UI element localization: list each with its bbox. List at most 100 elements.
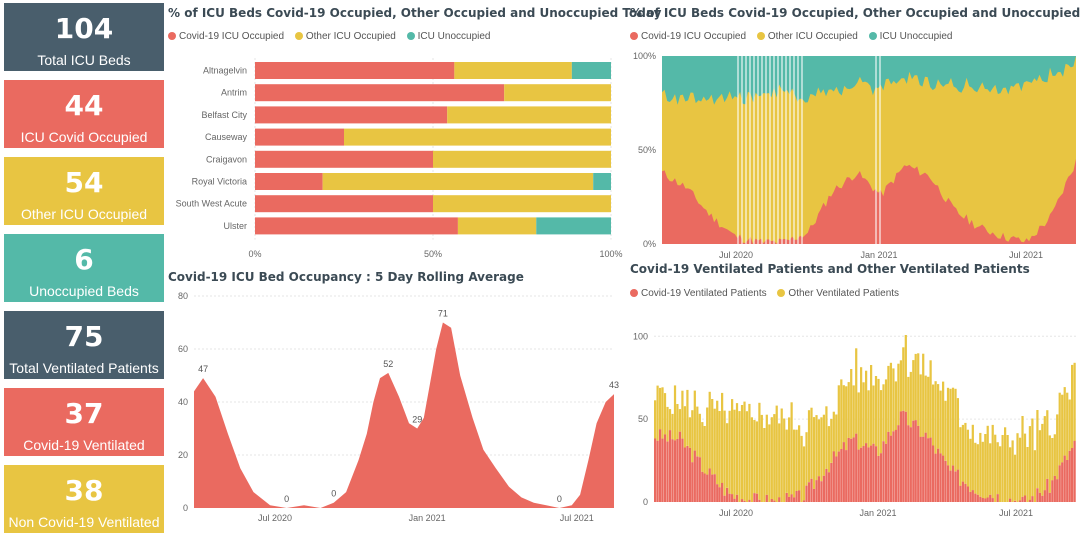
bar-covid-ventilated xyxy=(1053,475,1056,502)
bar-other-ventilated xyxy=(855,348,858,434)
bar-other-ventilated xyxy=(817,419,821,477)
kpi-card[interactable]: 44 ICU Covid Occupied xyxy=(4,80,164,148)
bar-other-ventilated xyxy=(825,406,828,469)
bar-other-ventilated xyxy=(845,386,848,451)
bar-segment xyxy=(593,173,611,190)
data-label: 0 xyxy=(557,494,562,504)
category-label: South West Acute xyxy=(176,199,247,209)
occupancy-percent-area-chart[interactable]: 0% 50% 100% Jul 2020 Jan 2021 Jul 2021 xyxy=(626,48,1078,264)
kpi-card[interactable]: 54 Other ICU Occupied xyxy=(4,157,164,225)
bar-other-ventilated xyxy=(1036,410,1039,489)
bar-covid-ventilated xyxy=(1056,479,1059,502)
y-tick-label: 0 xyxy=(183,503,188,513)
kpi-card[interactable]: 75 Total Ventilated Patients xyxy=(4,311,164,379)
bar-other-ventilated xyxy=(688,417,692,448)
legend-item-other[interactable]: Other ICU Occupied xyxy=(756,31,858,42)
bar-other-ventilated xyxy=(902,347,905,411)
bar-covid-ventilated xyxy=(922,436,925,502)
bar-other-ventilated xyxy=(832,411,835,452)
bar-covid-ventilated xyxy=(686,446,689,502)
legend-label: Other Ventilated Patients xyxy=(788,288,900,299)
covid-rolling-average-area-chart[interactable]: 0 20 40 60 80 47 0 0 52 29 71 0 43 Jul 2020 Jan 2021 Ju… xyxy=(166,288,620,528)
bar-other-ventilated xyxy=(666,406,669,442)
legend-item-unocc[interactable]: ICU Unoccupied xyxy=(406,31,490,42)
rolling-average-area xyxy=(194,322,614,508)
kpi-card[interactable]: 37 Covid-19 Ventilated xyxy=(4,388,164,456)
bar-other-ventilated xyxy=(884,379,888,444)
legend-item-unocc[interactable]: ICU Unoccupied xyxy=(868,31,952,42)
bar-covid-ventilated xyxy=(683,447,687,502)
legend-item-other-vent[interactable]: Other Ventilated Patients xyxy=(777,288,899,299)
hospital-occupancy-bar-chart[interactable]: 0% 50% 100% Altnagelvin Antrim Belfast City Ca… xyxy=(166,52,626,264)
bar-other-ventilated xyxy=(731,399,734,495)
kpi-value: 38 xyxy=(64,474,104,507)
bar-other-ventilated xyxy=(840,379,843,449)
bar-covid-ventilated xyxy=(919,436,922,502)
legend-item-covid[interactable]: Covid-19 ICU Occupied xyxy=(630,31,746,42)
kpi-label: Non Covid-19 Ventilated xyxy=(8,514,160,530)
kpi-value: 104 xyxy=(54,12,114,45)
bar-covid-ventilated xyxy=(951,465,955,502)
chart1-legend: Covid-19 ICU Occupied Other ICU Occupied… xyxy=(168,31,498,42)
x-tick-label: Jul 2021 xyxy=(1009,250,1043,260)
bar-other-ventilated xyxy=(673,385,677,441)
bar-other-ventilated xyxy=(879,390,883,454)
bar-other-ventilated xyxy=(676,404,679,439)
bar-other-ventilated xyxy=(1013,454,1017,501)
bar-other-ventilated xyxy=(693,390,696,451)
bar-covid-ventilated xyxy=(937,448,940,502)
bar-covid-ventilated xyxy=(802,500,806,502)
bar-other-ventilated xyxy=(939,390,942,454)
bar-other-ventilated xyxy=(966,429,970,487)
bar-other-ventilated xyxy=(976,444,979,495)
bar-covid-ventilated xyxy=(942,455,945,502)
legend-item-covid-vent[interactable]: Covid-19 Ventilated Patients xyxy=(630,288,767,299)
bar-covid-ventilated xyxy=(954,471,957,502)
bar-other-ventilated xyxy=(681,390,684,439)
bar-other-ventilated xyxy=(949,388,952,471)
x-tick-label: Jul 2021 xyxy=(560,513,594,523)
data-label: 0 xyxy=(331,489,336,499)
bar-other-ventilated xyxy=(1031,418,1034,497)
bar-other-ventilated xyxy=(755,421,759,494)
bar-other-ventilated xyxy=(847,382,850,438)
bar-other-ventilated xyxy=(790,402,793,495)
bar-other-ventilated xyxy=(698,413,701,458)
legend-dot-unocc xyxy=(868,32,877,40)
legend-item-other[interactable]: Other ICU Occupied xyxy=(294,31,396,42)
bar-segment xyxy=(255,217,458,235)
bar-other-ventilated xyxy=(897,363,900,426)
kpi-card[interactable]: 38 Non Covid-19 Ventilated xyxy=(4,465,164,533)
bar-segment xyxy=(255,84,505,102)
bar-other-ventilated xyxy=(708,391,711,469)
bar-covid-ventilated xyxy=(691,462,694,502)
bar-other-ventilated xyxy=(733,409,736,499)
bar-covid-ventilated xyxy=(1018,500,1022,502)
bar-segment xyxy=(344,128,611,146)
kpi-label: Covid-19 Ventilated xyxy=(23,437,145,453)
bar-other-ventilated xyxy=(1033,450,1037,502)
kpi-card[interactable]: 6 Unoccupied Beds xyxy=(4,234,164,302)
bar-covid-ventilated xyxy=(671,439,674,502)
bar-covid-ventilated xyxy=(862,446,865,502)
bar-other-ventilated xyxy=(971,424,974,491)
bar-covid-ventilated xyxy=(1068,450,1071,502)
bar-covid-ventilated xyxy=(773,500,776,502)
kpi-value: 54 xyxy=(64,166,104,199)
legend-item-covid[interactable]: Covid-19 ICU Occupied xyxy=(168,31,284,42)
bar-other-ventilated xyxy=(1004,427,1007,502)
bar-other-ventilated xyxy=(735,403,739,495)
ventilated-stacked-bar-chart[interactable]: 0 50 100 Jul 2020 Jan 2021 Jul 2021 xyxy=(626,320,1078,528)
bar-covid-ventilated xyxy=(996,494,999,502)
area-covid-occupied xyxy=(662,158,1076,244)
bar-covid-ventilated xyxy=(986,497,989,502)
bar-other-ventilated xyxy=(703,426,706,474)
bar-segment xyxy=(255,128,344,146)
bar-other-ventilated xyxy=(827,426,831,473)
bar-covid-ventilated xyxy=(668,430,672,502)
bar-covid-ventilated xyxy=(698,457,701,502)
bar-other-ventilated xyxy=(668,409,672,430)
bar-other-ventilated xyxy=(850,369,853,439)
bar-other-ventilated xyxy=(946,387,950,466)
kpi-card[interactable]: 104 Total ICU Beds xyxy=(4,3,164,71)
